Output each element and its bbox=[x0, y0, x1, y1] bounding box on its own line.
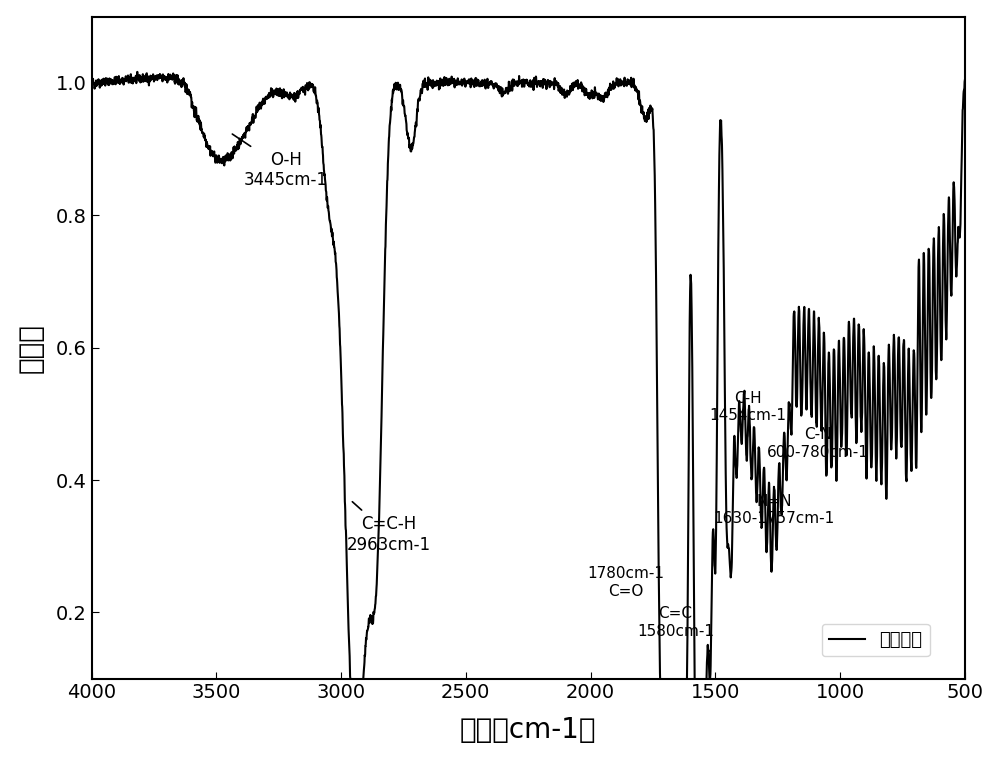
Y-axis label: 透射率: 透射率 bbox=[17, 323, 45, 373]
Text: 1780cm-1
C=O: 1780cm-1 C=O bbox=[587, 566, 664, 599]
Text: C=C
1580cm-1: C=C 1580cm-1 bbox=[637, 606, 714, 638]
Legend: 三发色体: 三发色体 bbox=[822, 624, 930, 656]
Text: C=C-H
2963cm-1: C=C-H 2963cm-1 bbox=[346, 501, 431, 553]
Text: O-H
3445cm-1: O-H 3445cm-1 bbox=[232, 134, 328, 189]
X-axis label: 波数（cm-1）: 波数（cm-1） bbox=[460, 716, 596, 744]
Text: N=N
1630-1757cm-1: N=N 1630-1757cm-1 bbox=[713, 494, 835, 526]
Text: C-H
1454cm-1: C-H 1454cm-1 bbox=[709, 391, 786, 423]
Text: C-N
600-780cm-1: C-N 600-780cm-1 bbox=[767, 428, 869, 460]
